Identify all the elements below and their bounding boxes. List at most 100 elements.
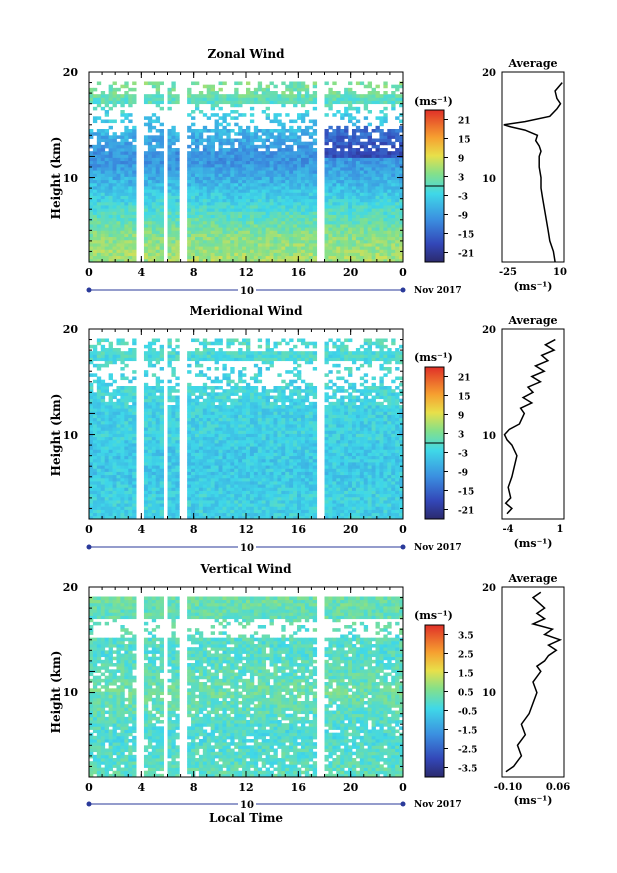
heatmap-cell <box>344 97 349 101</box>
heatmap-cell <box>297 471 302 476</box>
heatmap-cell <box>128 493 133 498</box>
heatmap-cell <box>300 233 306 238</box>
heatmap-cell <box>120 462 125 466</box>
heatmap-cell <box>198 94 204 98</box>
heatmap-cell <box>281 509 286 514</box>
heatmap-cell <box>159 509 164 514</box>
heatmap-cell <box>226 160 231 165</box>
heatmap-cell <box>273 512 278 517</box>
heatmap-cell <box>324 186 329 190</box>
heatmap-cell <box>348 179 353 184</box>
heatmap-cell <box>257 186 263 190</box>
heatmap-cell <box>293 170 298 174</box>
heatmap-cell <box>202 84 208 89</box>
heatmap-cell <box>124 125 129 130</box>
heatmap-cell <box>359 246 365 250</box>
heatmap-cell <box>187 170 192 174</box>
heatmap-cell <box>269 490 274 495</box>
heatmap-cell <box>112 157 117 162</box>
heatmap-cell <box>234 474 239 479</box>
heatmap-cell <box>336 208 341 212</box>
heatmap-cell <box>300 173 306 177</box>
heatmap-cell <box>387 192 392 196</box>
heatmap-cell <box>159 230 164 234</box>
heatmap-cell <box>253 189 259 193</box>
heatmap-cell <box>222 208 227 212</box>
heatmap-cell <box>143 192 149 196</box>
heatmap-cell <box>395 205 400 209</box>
heatmap-cell <box>363 103 369 108</box>
heatmap-cell <box>246 487 251 491</box>
heatmap-cell <box>128 113 133 117</box>
heatmap-cell <box>116 230 121 234</box>
heatmap-cell <box>202 490 208 495</box>
heatmap-cell <box>194 170 200 174</box>
heatmap-cell <box>96 255 102 260</box>
heatmap-cell <box>198 471 204 476</box>
heatmap-cell <box>277 500 282 504</box>
heatmap-cell <box>238 506 243 510</box>
heatmap-cell <box>234 179 239 184</box>
heatmap-cell <box>293 233 298 238</box>
heatmap-cell <box>159 94 164 98</box>
heatmap-cell <box>344 500 349 504</box>
heatmap-cell <box>363 195 369 200</box>
heatmap-cell <box>297 255 302 260</box>
heatmap-cell <box>187 195 192 200</box>
heatmap-cell <box>210 246 216 250</box>
heatmap-cell <box>348 484 353 488</box>
heatmap-cell <box>332 236 337 241</box>
heatmap-cell <box>289 239 294 244</box>
heatmap-cell <box>265 512 270 517</box>
heatmap-cell <box>379 192 384 196</box>
heatmap-cell <box>375 230 380 234</box>
heatmap-cell <box>261 503 267 507</box>
heatmap-cell <box>218 195 223 200</box>
heatmap-cell <box>214 189 219 193</box>
heatmap-cell <box>108 220 113 225</box>
heatmap-cell <box>308 477 314 482</box>
heatmap-cell <box>265 252 270 257</box>
heatmap-cell <box>308 132 314 136</box>
heatmap-cell <box>120 195 125 200</box>
heatmap-cell <box>367 132 373 136</box>
heatmap-cell <box>340 458 345 463</box>
heatmap-cell <box>234 154 239 158</box>
heatmap-cell <box>379 154 384 158</box>
heatmap-cell <box>143 182 149 187</box>
heatmap-cell <box>363 84 369 89</box>
heatmap-cell <box>198 214 204 219</box>
heatmap-cell <box>332 258 337 262</box>
heatmap-cell <box>194 198 200 203</box>
colorbar-tick-label: 15 <box>458 136 471 146</box>
heatmap-cell <box>383 246 388 250</box>
heatmap-cell <box>261 144 267 149</box>
heatmap-cell <box>242 157 247 162</box>
heatmap-cell <box>308 496 314 501</box>
heatmap-cell <box>151 243 157 247</box>
heatmap-cell <box>395 515 400 519</box>
heatmap-cell <box>285 258 290 262</box>
heatmap-cell <box>395 481 400 485</box>
heatmap-cell <box>348 167 353 171</box>
heatmap-cell <box>375 195 380 200</box>
heatmap-cell <box>269 157 274 162</box>
heatmap-cell <box>96 189 102 193</box>
x-tick-label: 0 <box>399 266 407 279</box>
heatmap-cell <box>128 163 133 168</box>
heatmap-cell <box>167 170 172 174</box>
heatmap-cell <box>383 201 388 206</box>
heatmap-cell <box>155 129 161 133</box>
heatmap-cell <box>104 192 110 196</box>
heatmap-cell <box>104 129 110 133</box>
heatmap-cell <box>171 246 176 250</box>
heatmap-cell <box>155 249 161 253</box>
heatmap-cell <box>269 249 274 253</box>
heatmap-cell <box>151 233 157 238</box>
heatmap-cell <box>328 224 333 228</box>
heatmap-cell <box>194 163 200 168</box>
heatmap-cell <box>328 103 333 108</box>
heatmap-cell <box>332 100 337 105</box>
heatmap-cell <box>242 173 247 177</box>
heatmap-cell <box>289 217 294 222</box>
